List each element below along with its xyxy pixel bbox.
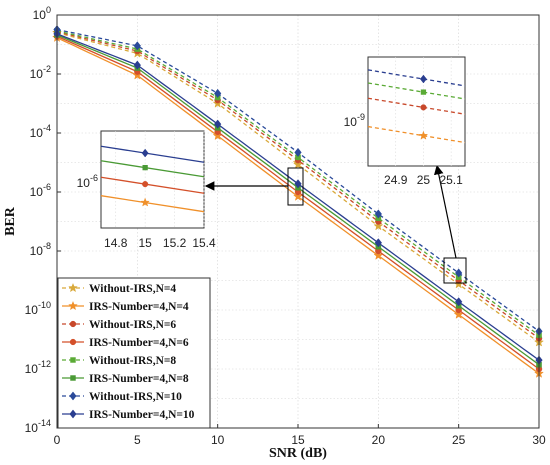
inset-series-line [100,195,205,213]
y-tick-label: 10-14 [25,418,51,435]
legend-item: Without-IRS,N=10 [62,391,182,403]
x-tick-label: 0 [54,433,61,447]
zoom-box-snr-25 [443,257,467,284]
y-tick-label: 10-2 [30,64,51,81]
series-lines [52,24,544,378]
legend-item: IRS-Number=4,N=6 [62,337,189,349]
inset-x-tick-label: 24.9 [384,173,408,187]
data-point [133,60,141,70]
legend-marker [70,357,76,363]
inset-x-tick-label: 15.2 [163,236,187,250]
data-point [455,268,463,278]
inset-series-line [367,125,466,144]
data-point [374,209,382,219]
x-tick-label: 20 [372,433,386,447]
legend-label: Without-IRS,N=10 [89,391,182,403]
inset-series-line [367,82,466,100]
legend-label: IRS-Number=4,N=4 [89,301,189,313]
x-tick-label: 15 [291,433,305,447]
inset-data-point [140,197,150,207]
inset-y-tick-label: 10-9 [344,112,365,129]
zoom-arrow-snr-25 [433,164,457,259]
inset-x-tick-label: 15.4 [192,236,216,250]
data-point [214,88,222,99]
data-point [373,220,384,231]
x-tick-label: 30 [532,433,546,447]
inset-data-point [418,130,429,140]
data-point [214,119,222,129]
insets: 14.8 15 15.2 15.4 10-6 24.9 25 25.1 10-9 [77,56,466,250]
x-tick-label: 5 [134,433,141,447]
inset-data-point [420,104,427,111]
inset-x-tick-label: 15 [138,236,152,250]
axis-ticks: 0 5 10 15 20 25 30 100 10-2 10-4 10-6 10-8 10-10 10-1… [25,5,546,447]
inset-series-line [367,69,466,87]
legend-marker [69,320,77,328]
inset-series-line [100,160,205,178]
y-tick-label: 10-8 [30,241,51,258]
legend-item: IRS-Number=4,N=4 [62,300,189,313]
inset-x-tick-label: 25 [417,173,431,187]
legend-marker [69,409,77,419]
legend-marker [69,391,77,401]
data-point [374,238,382,248]
y-tick-label: 10-4 [30,123,51,140]
y-tick-label: 100 [33,5,51,22]
inset-data-point [420,89,427,95]
legend: Without-IRS,N=4 IRS-Number=4,N=4 Without-I… [57,277,211,429]
inset-series-line [100,176,205,194]
series-2 [52,32,544,378]
x-tick-label: 25 [452,433,466,447]
inset-data-point [142,164,148,171]
data-point [133,41,141,51]
legend-marker [69,338,77,346]
data-point [294,147,302,158]
zoom-annotations [204,164,467,284]
y-tick-label: 10-6 [30,182,51,199]
legend-item: Without-IRS,N=6 [62,319,176,331]
inset-15: 14.8 15 15.2 15.4 10-6 [77,130,216,250]
y-tick-label: 10-12 [25,359,51,376]
legend-item: Without-IRS,N=8 [62,355,176,367]
legend-item: IRS-Number=4,N=8 [62,373,189,385]
inset-frame [367,56,466,167]
legend-marker [68,300,78,311]
data-point [294,179,302,189]
inset-25: 24.9 25 25.1 10-9 [344,56,466,187]
y-tick-label: 10-10 [25,300,51,317]
legend-label: Without-IRS,N=6 [89,319,176,331]
legend-label: IRS-Number=4,N=10 [89,409,195,421]
inset-data-point [142,181,149,188]
inset-y-tick-label: 10-6 [77,173,98,190]
legend-marker [68,282,78,293]
legend-box [57,277,211,429]
legend-label: Without-IRS,N=4 [89,283,176,295]
inset-data-point [419,74,427,84]
inset-data-point [141,148,149,158]
legend-item: Without-IRS,N=4 [62,282,176,295]
inset-x-tick-label: 14.8 [104,236,128,250]
inset-series-line [367,97,466,115]
inset-series-line [100,145,205,163]
x-tick-label: 10 [211,433,225,447]
legend-label: Without-IRS,N=8 [89,355,176,367]
inset-x-tick-label: 25.1 [439,173,463,187]
legend-marker [70,375,76,381]
legend-item: IRS-Number=4,N=10 [62,409,195,421]
data-point [295,154,301,161]
legend-label: IRS-Number=4,N=8 [89,373,189,385]
x-axis-label: SNR (dB) [269,446,327,461]
legend-label: IRS-Number=4,N=6 [89,337,189,349]
data-point [455,297,463,307]
y-axis-label: BER [3,206,18,236]
